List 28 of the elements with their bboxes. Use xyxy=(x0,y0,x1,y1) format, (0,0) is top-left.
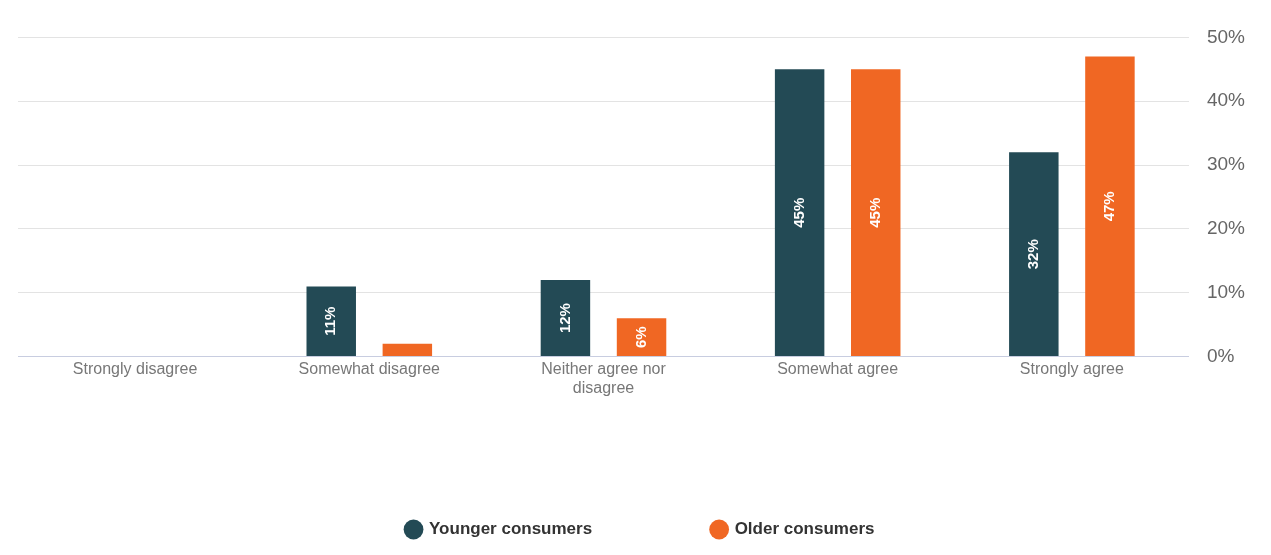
x-tick-label: Strongly disagree xyxy=(72,359,198,377)
x-tick-label: Somewhat agree xyxy=(777,359,899,377)
bar xyxy=(1009,152,1059,357)
bar xyxy=(382,343,433,357)
bar xyxy=(774,69,825,357)
bar xyxy=(306,286,356,357)
y-tick-label: 50% xyxy=(1206,25,1246,47)
y-tick-label: 40% xyxy=(1206,89,1246,111)
bar xyxy=(540,279,591,357)
y-tick-label: 10% xyxy=(1206,280,1246,302)
legend-label: Younger consumers xyxy=(429,519,593,539)
data-label: 47% xyxy=(1100,191,1118,222)
data-label: 11% xyxy=(321,306,339,336)
data-label: 45% xyxy=(865,197,883,228)
x-tick-label: Somewhat disagree xyxy=(298,359,441,377)
data-label: 45% xyxy=(789,197,807,228)
y-tick-label: 30% xyxy=(1206,153,1246,175)
x-tick-label: Neither agree nor disagree xyxy=(541,359,667,396)
legend-label: Older consumers xyxy=(734,519,875,539)
data-label: 6% xyxy=(631,326,649,349)
bar xyxy=(851,69,901,357)
x-tick-label: Strongly agree xyxy=(1019,359,1125,377)
data-label: 32% xyxy=(1023,239,1041,270)
y-tick-label: 20% xyxy=(1206,217,1246,239)
bar xyxy=(616,318,667,357)
bar xyxy=(1085,56,1135,357)
data-label: 12% xyxy=(555,303,573,334)
y-tick-label: 0% xyxy=(1206,344,1235,366)
